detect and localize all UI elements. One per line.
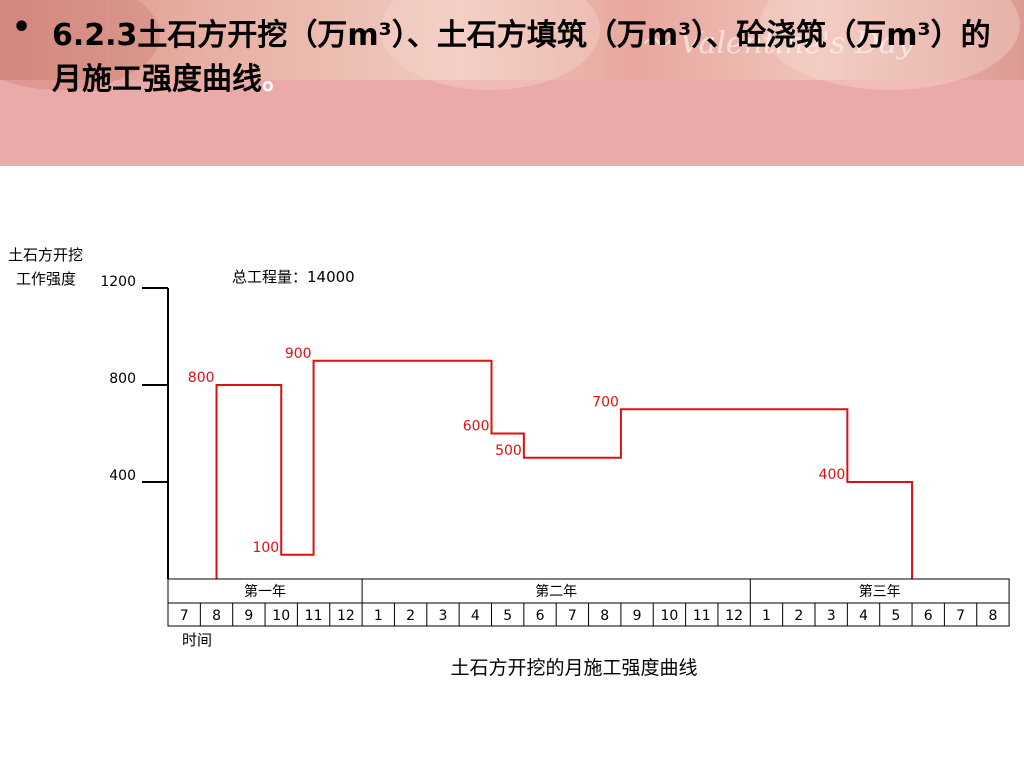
month-label: 6 xyxy=(924,608,933,624)
month-label: 8 xyxy=(212,608,221,624)
header-rose-band xyxy=(0,0,1024,80)
construction-intensity-chart: 土石方开挖 工作强度 总工程量：14000 400 800 1200 800 900 1… xyxy=(8,246,1010,679)
data-label: 600 xyxy=(463,419,490,435)
month-label: 10 xyxy=(272,608,290,624)
watermark-script-decoration: 〜 Valentine's Day xyxy=(640,26,914,61)
y-tick-label: 1200 xyxy=(100,274,136,290)
month-label: 12 xyxy=(725,608,743,624)
intensity-series xyxy=(215,359,914,579)
month-label: 9 xyxy=(633,608,642,624)
month-label: 7 xyxy=(180,608,189,624)
month-label: 1 xyxy=(374,608,383,624)
y-axis-label-line2: 工作强度 xyxy=(16,270,76,288)
month-label: 2 xyxy=(406,608,415,624)
month-label: 12 xyxy=(337,608,355,624)
y-axis: 400 800 1200 xyxy=(100,274,169,579)
year-label: 第一年 xyxy=(244,583,286,600)
data-label: 800 xyxy=(188,370,215,386)
month-label: 8 xyxy=(600,608,609,624)
month-label: 5 xyxy=(503,608,512,624)
chart-title: 土石方开挖的月施工强度曲线 xyxy=(450,657,697,679)
month-label: 11 xyxy=(305,608,323,624)
slide-title-end: 。 xyxy=(262,62,292,97)
month-label: 10 xyxy=(661,608,679,624)
y-tick-label: 800 xyxy=(109,371,136,387)
title-bullet: • xyxy=(12,10,32,45)
month-label: 1 xyxy=(762,608,771,624)
month-label: 7 xyxy=(956,608,965,624)
month-label: 9 xyxy=(244,608,253,624)
month-label: 6 xyxy=(536,608,545,624)
data-labels: 800 900 100 600 500 700 400 xyxy=(188,346,846,556)
slide-title-text: 6.2.3土石方开挖（万m³）、土石方填筑（万m³）、砼浇筑（万m³）的月施工强… xyxy=(52,18,991,97)
data-label: 400 xyxy=(819,467,846,483)
slide-header: 〜 Valentine's Day xyxy=(0,0,1024,166)
x-axis-label: 时间 xyxy=(182,631,212,649)
intensity-step-line xyxy=(215,359,914,579)
month-label: 2 xyxy=(794,608,803,624)
year-label: 第三年 xyxy=(859,583,901,600)
y-axis-label-line1: 土石方开挖 xyxy=(8,246,83,264)
month-label: 4 xyxy=(859,608,868,624)
month-label: 4 xyxy=(471,608,480,624)
data-label: 500 xyxy=(495,443,522,459)
total-volume-annotation: 总工程量：14000 xyxy=(232,268,355,286)
data-label: 100 xyxy=(252,540,279,556)
data-label: 900 xyxy=(285,346,312,362)
month-label: 3 xyxy=(439,608,448,624)
month-label: 3 xyxy=(827,608,836,624)
month-label: 7 xyxy=(568,608,577,624)
month-label: 8 xyxy=(988,608,997,624)
year-label: 第二年 xyxy=(535,583,577,600)
month-label: 11 xyxy=(693,608,711,624)
slide-title: 6.2.3土石方开挖（万m³）、土石方填筑（万m³）、砼浇筑（万m³）的月施工强… xyxy=(52,14,1002,102)
y-tick-label: 400 xyxy=(109,468,136,484)
data-label: 700 xyxy=(592,394,619,410)
month-label: 5 xyxy=(891,608,900,624)
